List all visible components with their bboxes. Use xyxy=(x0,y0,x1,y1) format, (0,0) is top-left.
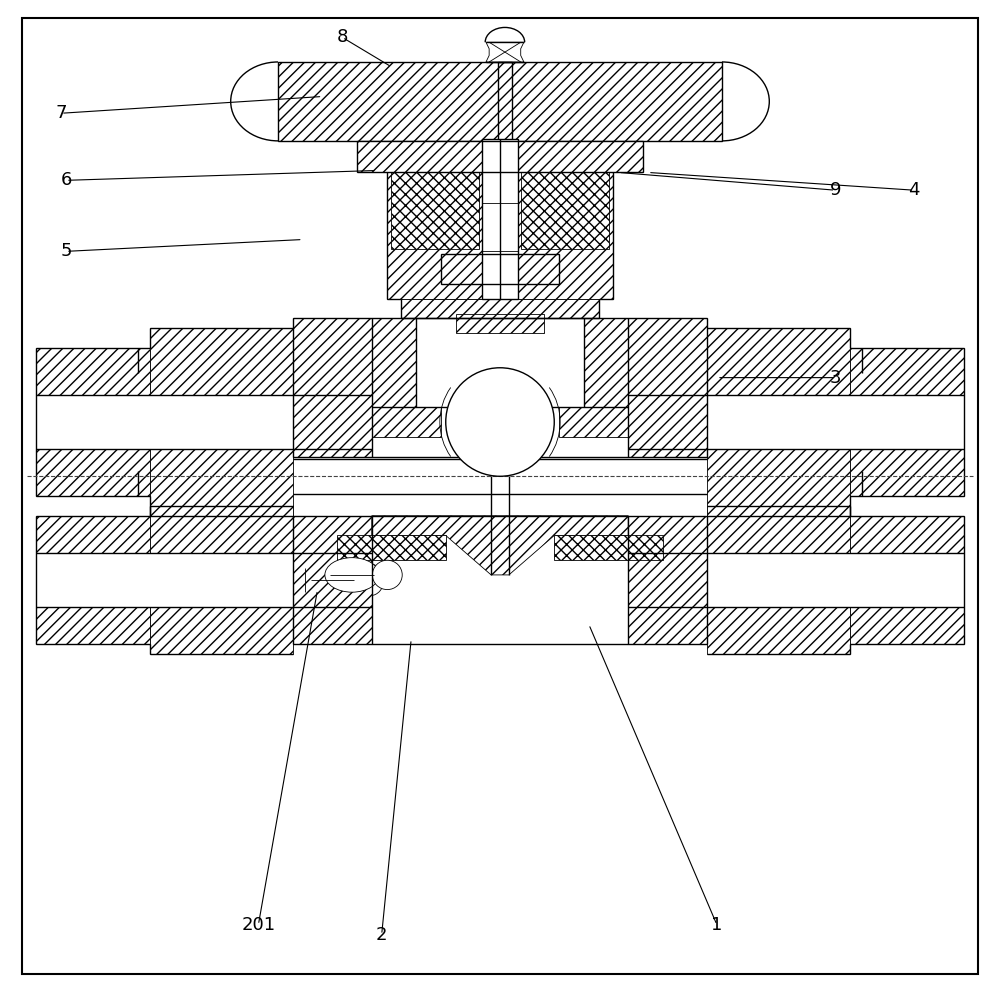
Polygon shape xyxy=(559,408,628,436)
Bar xyxy=(482,139,518,299)
Ellipse shape xyxy=(325,558,379,592)
Polygon shape xyxy=(36,348,150,496)
Bar xyxy=(707,553,964,607)
Bar xyxy=(554,536,663,560)
Bar xyxy=(387,173,613,299)
Bar xyxy=(357,141,643,173)
Bar xyxy=(518,254,559,284)
Polygon shape xyxy=(707,328,850,516)
Bar xyxy=(36,395,293,449)
Text: 4: 4 xyxy=(909,182,920,199)
Polygon shape xyxy=(293,516,372,644)
Polygon shape xyxy=(584,318,628,408)
Polygon shape xyxy=(293,318,372,456)
Text: 9: 9 xyxy=(830,182,841,199)
Polygon shape xyxy=(150,506,293,654)
Polygon shape xyxy=(628,516,707,644)
Text: 5: 5 xyxy=(60,242,72,260)
Polygon shape xyxy=(36,516,150,644)
Bar xyxy=(391,173,479,249)
Text: 201: 201 xyxy=(241,916,275,934)
Text: 1: 1 xyxy=(711,916,723,934)
Bar xyxy=(707,395,964,449)
Text: 7: 7 xyxy=(55,104,67,122)
Polygon shape xyxy=(628,318,707,456)
Polygon shape xyxy=(372,318,416,408)
Bar xyxy=(521,173,609,249)
Polygon shape xyxy=(278,62,722,141)
Circle shape xyxy=(446,368,554,476)
Text: 2: 2 xyxy=(376,926,387,944)
Polygon shape xyxy=(850,348,964,496)
Text: 3: 3 xyxy=(830,369,841,387)
Ellipse shape xyxy=(372,560,402,589)
Bar xyxy=(441,254,482,284)
Text: 8: 8 xyxy=(336,29,348,47)
Polygon shape xyxy=(150,328,293,516)
Polygon shape xyxy=(372,516,628,575)
Ellipse shape xyxy=(305,560,359,599)
Bar xyxy=(36,553,293,607)
Polygon shape xyxy=(850,516,964,644)
Ellipse shape xyxy=(357,564,384,595)
Polygon shape xyxy=(372,408,441,436)
Bar xyxy=(337,536,446,560)
Text: 6: 6 xyxy=(60,172,72,189)
Polygon shape xyxy=(486,43,524,62)
Polygon shape xyxy=(707,506,850,654)
Bar xyxy=(401,299,599,318)
Bar xyxy=(456,313,544,333)
